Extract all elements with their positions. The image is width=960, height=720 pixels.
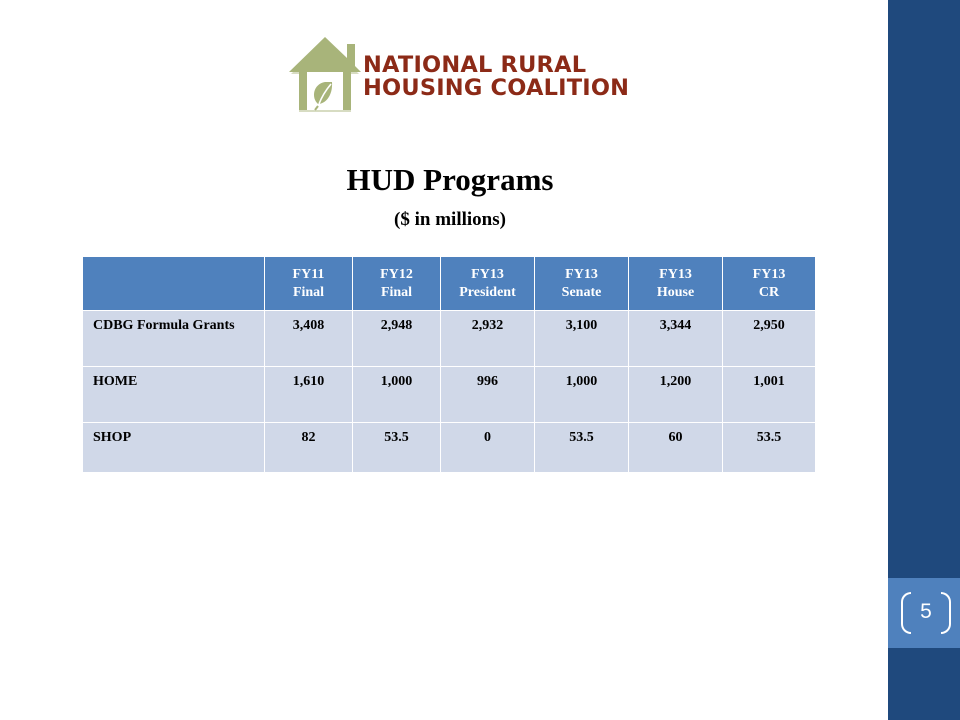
table-cell: 53.5 — [534, 422, 629, 473]
page-title: HUD Programs — [346, 162, 554, 197]
logo-line-1: NATIONAL RURAL — [363, 52, 587, 78]
page-number-badge — [888, 578, 960, 648]
logo-line-2: HOUSING COALITION — [363, 75, 630, 101]
table-cell: 2,932 — [440, 310, 535, 367]
page-number: 5 — [920, 600, 932, 623]
table-row: CDBG Formula Grants 3,408 2,948 2,932 3,… — [82, 310, 816, 367]
column-header: FY13 House — [628, 256, 723, 311]
column-header: FY13 CR — [722, 256, 816, 311]
table-cell: 1,200 — [628, 366, 723, 423]
table-cell: 996 — [440, 366, 535, 423]
table-cell: 53.5 — [722, 422, 816, 473]
column-header-text: FY13 CR — [752, 266, 786, 300]
column-header-text: FY11 Final — [292, 266, 325, 300]
table-row: SHOP 82 53.5 0 53.5 60 53.5 — [82, 422, 816, 473]
table-cell: 82 — [264, 422, 353, 473]
column-header-text: FY13 President — [459, 266, 516, 300]
column-header: FY13 Senate — [534, 256, 629, 311]
table-header-row: FY11 Final FY12 Final FY13 President FY1… — [82, 256, 816, 311]
logo-wordmark: NATIONAL RURAL HOUSING COALITION — [363, 54, 629, 100]
column-header-text: FY13 Senate — [561, 266, 602, 300]
table-cell: 1,000 — [352, 366, 441, 423]
table-cell: 53.5 — [352, 422, 441, 473]
right-bracket-icon — [941, 592, 951, 634]
table-row: HOME 1,610 1,000 996 1,000 1,200 1,001 — [82, 366, 816, 423]
left-bracket-icon — [901, 592, 911, 634]
page-subtitle: ($ in millions) — [394, 209, 506, 230]
column-header — [82, 256, 265, 311]
hud-programs-table: FY11 Final FY12 Final FY13 President FY1… — [82, 256, 816, 473]
table-cell: 60 — [628, 422, 723, 473]
table-cell: 1,610 — [264, 366, 353, 423]
table-cell: 3,344 — [628, 310, 723, 367]
column-header: FY11 Final — [264, 256, 353, 311]
row-label: HOME — [82, 366, 265, 423]
column-header-text: FY12 Final — [380, 266, 413, 300]
table-cell: 1,001 — [722, 366, 816, 423]
table-cell: 1,000 — [534, 366, 629, 423]
row-label: CDBG Formula Grants — [82, 310, 265, 367]
logo: NATIONAL RURAL HOUSING COALITION — [285, 34, 629, 114]
table-cell: 2,948 — [352, 310, 441, 367]
table-cell: 2,950 — [722, 310, 816, 367]
table-cell: 3,100 — [534, 310, 629, 367]
row-label: SHOP — [82, 422, 265, 473]
column-header-text: FY13 House — [656, 266, 695, 300]
house-leaf-icon — [289, 37, 361, 112]
column-header: FY13 President — [440, 256, 535, 311]
column-header: FY12 Final — [352, 256, 441, 311]
table-cell: 3,408 — [264, 310, 353, 367]
table-cell: 0 — [440, 422, 535, 473]
